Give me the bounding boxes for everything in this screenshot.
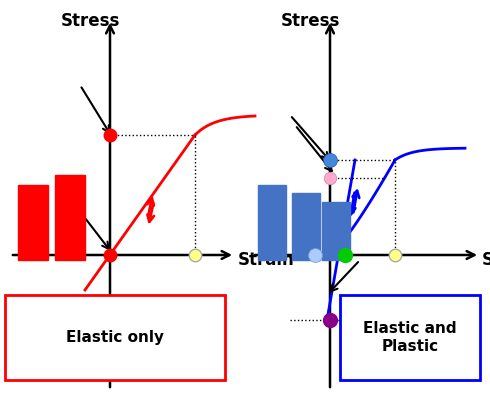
Bar (340, 295, 480, 380)
Bar (18, 185, 48, 260)
Text: Strain: Strain (482, 251, 490, 269)
Bar (5, 295, 225, 380)
Text: Elastic and
Plastic: Elastic and Plastic (363, 321, 457, 354)
Text: Elastic only: Elastic only (66, 330, 164, 345)
Bar (322, 202, 350, 260)
Bar (292, 193, 320, 260)
Bar (55, 175, 85, 260)
Text: Stress: Stress (60, 12, 120, 30)
Text: Stress: Stress (280, 12, 340, 30)
Bar (258, 185, 286, 260)
Text: Strain: Strain (238, 251, 295, 269)
